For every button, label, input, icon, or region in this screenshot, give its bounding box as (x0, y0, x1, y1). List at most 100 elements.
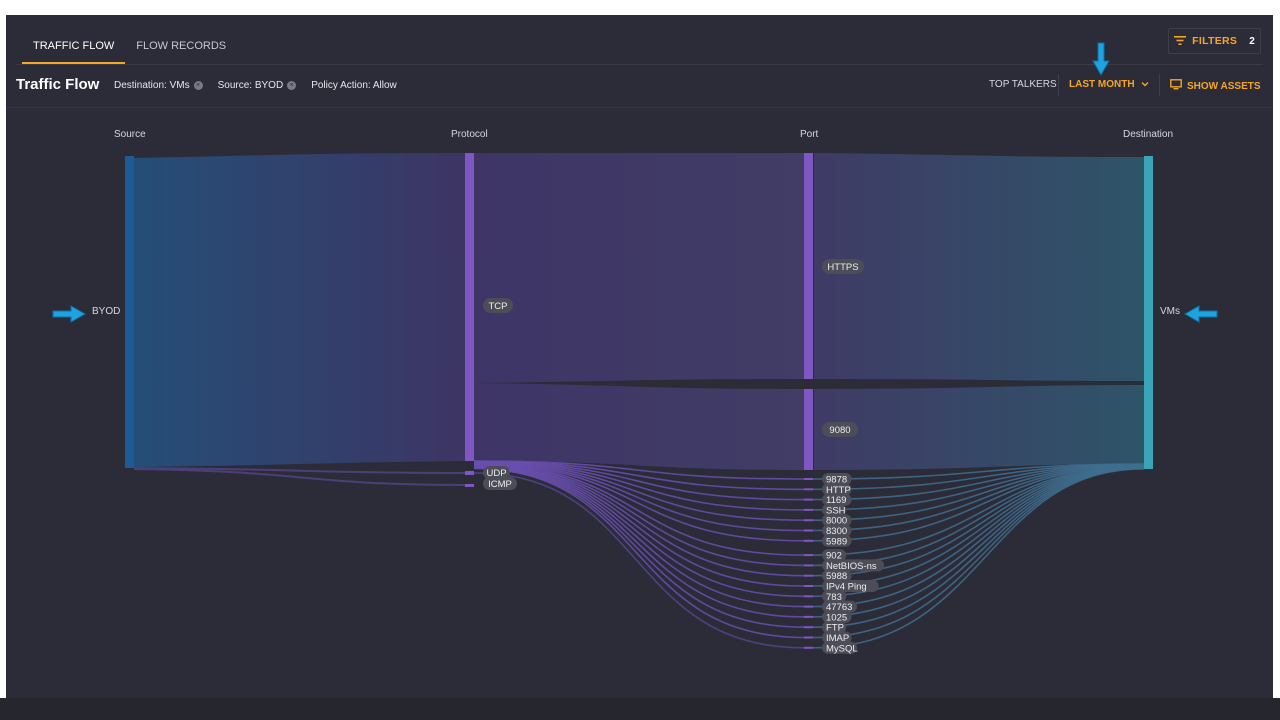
port-pill: NetBIOS-ns (822, 559, 884, 572)
port-pill: IPv4 Ping (822, 580, 879, 593)
port-pill-bg (822, 483, 852, 496)
small-port-nodes (804, 478, 813, 649)
node-byod[interactable] (125, 156, 134, 468)
port-pill: HTTP (822, 483, 852, 496)
flow-line-in[interactable] (473, 462, 805, 532)
flow-line-in[interactable] (473, 467, 805, 628)
node-vms[interactable] (1144, 156, 1153, 469)
arrow-down-icon (1091, 41, 1111, 82)
top-talkers-button[interactable]: TOP TALKERS (989, 79, 1057, 90)
flow-line-out[interactable] (812, 466, 1145, 587)
remove-chip-icon[interactable]: × (287, 81, 297, 90)
flow-line-in[interactable] (473, 472, 805, 649)
flow-line-in[interactable] (473, 464, 805, 567)
flow-line-in[interactable] (473, 466, 805, 608)
node-port-14[interactable] (804, 605, 813, 608)
flow-line-in[interactable] (473, 463, 805, 556)
port-label: 9878 (826, 475, 847, 486)
flow-line-in[interactable] (473, 462, 805, 521)
flow-line-out[interactable] (812, 467, 1145, 618)
port-pill-bg (822, 621, 847, 634)
tab-divider (16, 64, 1263, 65)
node-port-12[interactable] (804, 585, 813, 587)
port-label: 902 (826, 551, 842, 562)
port-pill-bg (822, 641, 857, 654)
filters-label: FILTERS (1192, 35, 1238, 47)
flow-9080-vms[interactable] (814, 385, 1144, 470)
port-label: 783 (826, 592, 842, 603)
flow-line-out[interactable] (812, 466, 1145, 608)
flow-line-in[interactable] (473, 465, 805, 598)
tab-flow-records[interactable]: FLOW RECORDS (136, 40, 227, 52)
show-assets-button[interactable]: SHOW ASSETS (1170, 79, 1261, 93)
source-node-label: BYOD (92, 306, 121, 317)
node-port-16[interactable] (804, 626, 813, 629)
node-port-9[interactable] (804, 554, 813, 557)
flow-line-in[interactable] (473, 461, 805, 501)
node-port-6[interactable] (804, 519, 813, 522)
flow-byod-tcp[interactable] (134, 153, 465, 467)
flow-byod-udp[interactable] (133, 467, 466, 474)
node-port-5[interactable] (804, 508, 813, 511)
label-tcp: TCP (483, 298, 513, 313)
port-label: NetBIOS-ns (826, 561, 877, 572)
flow-line-in[interactable] (473, 460, 805, 480)
flow-line-out[interactable] (812, 466, 1145, 598)
node-port-10[interactable] (804, 564, 813, 567)
port-label: IMAP (826, 633, 849, 644)
port-pill: 8300 (822, 524, 852, 537)
node-port-18[interactable] (804, 646, 813, 649)
flow-line-in[interactable] (473, 465, 805, 587)
flow-line-in[interactable] (473, 466, 805, 618)
node-icmp[interactable] (465, 484, 474, 487)
node-9080[interactable] (804, 389, 813, 470)
node-port-17[interactable] (804, 636, 813, 639)
traffic-flow-app: TRAFFIC FLOW FLOW RECORDS FILTERS 2 Traf… (6, 15, 1273, 698)
node-port-2[interactable] (804, 478, 813, 480)
node-port-13[interactable] (804, 595, 813, 598)
node-port-3[interactable] (804, 488, 813, 491)
port-pill-bg (822, 610, 852, 623)
port-pill-bg (822, 559, 884, 572)
node-port-15[interactable] (804, 615, 813, 618)
flow-https-vms[interactable] (814, 153, 1144, 381)
node-udp[interactable] (465, 471, 474, 475)
flow-tcp-https[interactable] (474, 153, 804, 383)
port-label: IPv4 Ping (826, 582, 867, 593)
remove-chip-icon[interactable]: × (193, 81, 203, 90)
node-port-8[interactable] (804, 539, 813, 542)
port-pill: FTP (822, 621, 847, 634)
flow-line-in[interactable] (473, 463, 805, 542)
port-pill-bg (822, 549, 847, 562)
port-label: 8000 (826, 516, 847, 527)
time-range-dropdown[interactable]: LAST MONTH (1069, 79, 1149, 90)
node-port-7[interactable] (804, 529, 813, 532)
filter-chip-destination: Destination: VMs × (110, 78, 207, 93)
chip-label: Policy Action: Allow (311, 80, 397, 91)
node-port-11[interactable] (804, 574, 813, 577)
bottom-bar (0, 698, 1280, 720)
flow-line-out[interactable] (812, 468, 1145, 649)
flow-line-in[interactable] (473, 464, 805, 577)
flow-line-in[interactable] (473, 461, 805, 511)
port-label: 5989 (826, 536, 847, 547)
flow-line-out[interactable] (812, 465, 1145, 542)
flow-tcp-9080[interactable] (474, 383, 804, 470)
small-port-flows-out (812, 463, 1145, 649)
flow-line-in[interactable] (473, 460, 805, 491)
filters-button[interactable]: FILTERS 2 (1168, 28, 1261, 54)
node-https[interactable] (804, 153, 813, 379)
tab-traffic-flow[interactable]: TRAFFIC FLOW (22, 37, 126, 64)
flow-line-out[interactable] (812, 465, 1145, 567)
node-tcp[interactable] (465, 153, 474, 461)
port-pill: 783 (822, 590, 847, 603)
label-icmp: ICMP (483, 477, 517, 490)
label-udp: UDP (483, 466, 510, 479)
port-pill: 5989 (822, 534, 852, 547)
page-title: Traffic Flow (16, 76, 100, 93)
node-port-4[interactable] (804, 498, 813, 501)
divider (1159, 74, 1160, 96)
flow-line-in[interactable] (473, 467, 805, 639)
port-pill: 8000 (822, 514, 852, 527)
flow-byod-icmp[interactable] (133, 468, 466, 486)
